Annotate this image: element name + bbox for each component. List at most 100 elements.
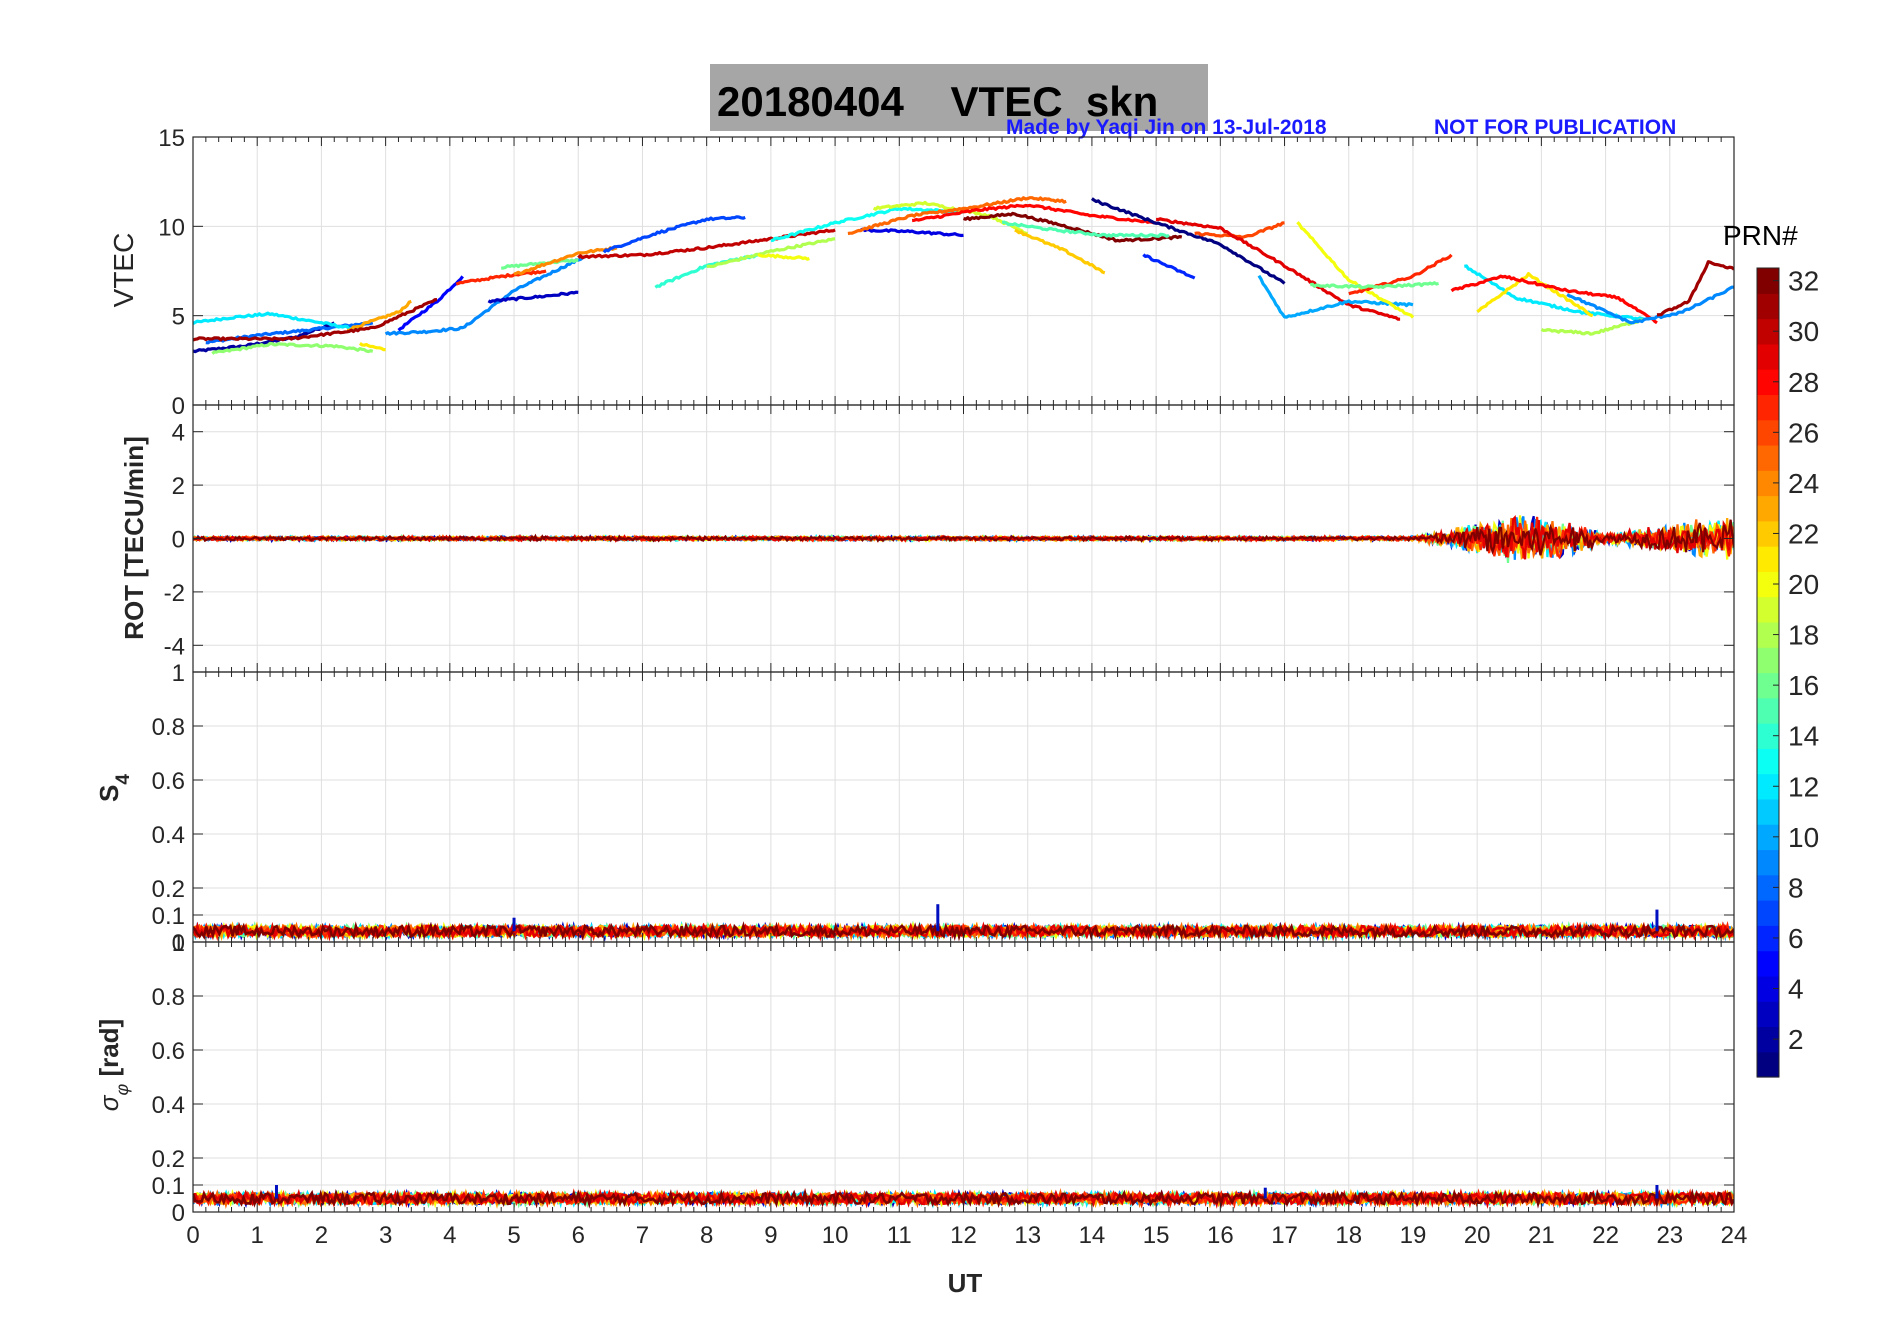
vtec-y-tick-label: 10 <box>158 214 185 241</box>
vtec-series-prn-3 <box>487 290 579 304</box>
vtec-series-prn-15 <box>1001 220 1170 238</box>
sig-series-prn-29 <box>193 1188 1734 1210</box>
sig-y-tick-label: 0 <box>172 1200 185 1227</box>
rot-panel: -4 -2 0 2 4 <box>164 404 1735 673</box>
colorbar-swatch <box>1757 495 1779 522</box>
colorbar-swatch <box>1757 748 1779 775</box>
vtec-y-tick-label: 15 <box>158 125 185 152</box>
rot-y-tick-label: -2 <box>164 580 185 607</box>
rot-ylabel: ROT [TECU/min] <box>119 436 149 640</box>
rot-y-tick-label: 0 <box>172 527 185 554</box>
colorbar-swatch <box>1757 672 1779 699</box>
vtec-series-prn-24 <box>513 246 618 276</box>
colorbar-swatch <box>1757 697 1779 724</box>
colorbar-swatch <box>1757 444 1779 471</box>
vtec-series-prn-20 <box>1296 221 1415 319</box>
vtec-series-prn-6 <box>1142 253 1196 280</box>
x-tick-label: 10 <box>822 1222 849 1249</box>
vtec-series-prn-9 <box>384 255 586 336</box>
rot-y-tick-label: -4 <box>164 633 185 660</box>
vtec-series-prn-27 <box>455 269 547 286</box>
x-tick-label: 13 <box>1014 1222 1041 1249</box>
vtec-series-prn-23 <box>346 299 412 333</box>
vtec-series-prn-26 <box>1194 221 1285 239</box>
vtec-series-prn-7 <box>602 215 746 254</box>
vtec-series-prn-17 <box>211 341 374 355</box>
sig-y-tick-label: 0.4 <box>152 1092 185 1119</box>
s4-ylabel: S4 <box>94 774 134 802</box>
s4-y-tick-label: 0.2 <box>152 876 185 903</box>
colorbar-swatch <box>1757 1051 1779 1078</box>
colorbar-swatch <box>1757 293 1779 320</box>
colorbar-title: PRN# <box>1723 220 1798 251</box>
x-tick-label: 8 <box>700 1222 713 1249</box>
vtec-series-prn-22 <box>1014 228 1106 275</box>
vtec-panel: 0 5 10 15 <box>158 125 1735 420</box>
colorbar-swatch <box>1757 773 1779 800</box>
vtec-series-prn-12 <box>193 311 361 332</box>
vtec-series-prn-28 <box>1450 274 1658 325</box>
vtec-series-prn-20 <box>757 253 810 261</box>
sig-series-prn-32 <box>193 1188 1734 1209</box>
x-tick-label: 0 <box>186 1222 199 1249</box>
colorbar-tick-label: 8 <box>1788 872 1804 903</box>
x-tick-label: 24 <box>1721 1222 1748 1249</box>
colorbar-tick-label: 2 <box>1788 1024 1804 1055</box>
colorbar-swatch <box>1757 975 1779 1002</box>
sig-data <box>193 1185 1734 1210</box>
colorbar-tick-label: 16 <box>1788 670 1819 701</box>
colorbar-tick-label: 30 <box>1788 316 1819 347</box>
colorbar-tick-label: 6 <box>1788 923 1804 954</box>
vtec-series-prn-9 <box>1566 285 1734 325</box>
vtec-series-prn-25 <box>847 196 1067 236</box>
vtec-series-prn-18 <box>706 237 836 269</box>
colorbar-tick-label: 20 <box>1788 569 1819 600</box>
x-tick-label: 14 <box>1079 1222 1106 1249</box>
x-tick-label: 1 <box>251 1222 264 1249</box>
publication-note: NOT FOR PUBLICATION <box>1434 116 1676 139</box>
colorbar-tick-label: 22 <box>1788 518 1819 549</box>
colorbar-swatch <box>1757 874 1779 901</box>
x-tick-label: 9 <box>764 1222 777 1249</box>
colorbar-frame <box>1756 267 1780 1078</box>
s4-panel: 00.10.2 0.4 0.6 0.8 1 <box>152 660 1735 957</box>
colorbar-swatch <box>1757 394 1779 421</box>
x-tick-label: 20 <box>1464 1222 1491 1249</box>
sig-y-tick-label: 0.6 <box>152 1038 185 1065</box>
colorbar-swatch <box>1757 798 1779 825</box>
x-tick-label: 22 <box>1592 1222 1619 1249</box>
colorbar-swatch <box>1757 343 1779 370</box>
sigma-phi-panel: 00.10.20.40.60.810 1 2 3 4 5 6 7 8 9 10 11 12 13 14 15 1… <box>152 930 1748 1249</box>
colorbar-swatch <box>1757 1001 1779 1028</box>
colorbar-swatch <box>1757 824 1779 851</box>
colorbar-tick-label: 12 <box>1788 771 1819 802</box>
colorbar-tick-label: 18 <box>1788 620 1819 651</box>
x-tick-label: 12 <box>950 1222 977 1249</box>
colorbar-swatch <box>1757 268 1779 294</box>
vtec-series-prn-21 <box>1476 272 1594 318</box>
rot-y-tick-label: 4 <box>172 420 185 447</box>
colorbar-swatch <box>1757 571 1779 598</box>
colorbar-tick-label: 10 <box>1788 822 1819 853</box>
vtec-series-prn-16 <box>500 258 579 270</box>
colorbar-swatch <box>1757 369 1779 396</box>
x-tick-label: 5 <box>507 1222 520 1249</box>
vtec-data <box>193 196 1734 355</box>
x-tick-label: 7 <box>636 1222 649 1249</box>
sig-y-tick-label: 0.1 <box>152 1173 185 1200</box>
s4-y-tick-label: 0 <box>172 930 185 957</box>
s4-y-tick-label: 0.1 <box>152 903 185 930</box>
vtec-y-tick-label: 5 <box>172 304 185 331</box>
colorbar-tick-label: 4 <box>1788 974 1804 1005</box>
sigma-phi-ylabel: σφ [rad] <box>94 1019 132 1111</box>
colorbar-swatch <box>1757 723 1779 749</box>
x-tick-label: 17 <box>1271 1222 1298 1249</box>
colorbar-swatch <box>1757 419 1779 446</box>
figure-title: 20180404 VTEC skn <box>717 78 1158 125</box>
x-tick-label: 21 <box>1528 1222 1555 1249</box>
sig-y-tick-label: 0.2 <box>152 1146 185 1173</box>
x-tick-label: 3 <box>379 1222 392 1249</box>
vtec-series-prn-28 <box>911 203 1157 225</box>
